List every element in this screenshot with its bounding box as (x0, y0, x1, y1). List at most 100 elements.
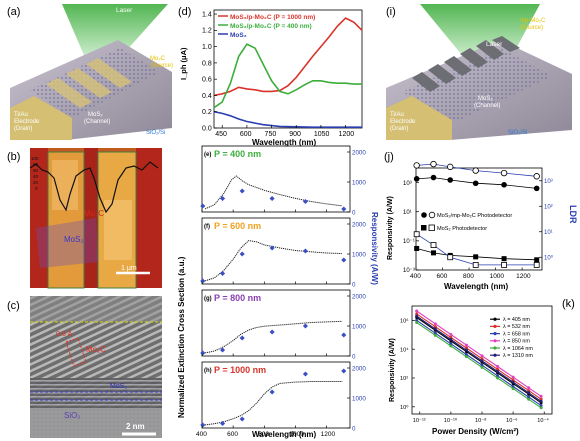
data-point (534, 257, 540, 263)
mos2-region (36, 218, 98, 268)
legend-marker (493, 324, 497, 328)
responsivity-point (239, 335, 245, 341)
profile-tick: 20 (33, 180, 39, 185)
stacked-spectra: (e) P = 400 nm 0 1000 2000 (f) P = 600 nm 0 1000… (196, 145, 366, 438)
legend-label: MoS₂ (230, 32, 247, 39)
data-point (533, 173, 540, 180)
chart-j-ylabel-right: LDR (568, 205, 578, 224)
subpanel-title: P = 400 nm (214, 149, 261, 159)
legend-marker (493, 339, 497, 343)
spacing-label: 0.8 Å (56, 329, 73, 338)
responsivity-point (269, 389, 275, 395)
x-tick-label: 400 (196, 431, 207, 438)
chart-j-plot (413, 160, 540, 268)
chart-j-legend: MoS₂/mp-Mo₂C Photodetector MoS₂ Photodet… (421, 211, 512, 232)
x-tick-label: 750 (265, 131, 277, 138)
legend-marker (493, 317, 497, 321)
data-point (480, 365, 484, 369)
data-point (413, 176, 420, 182)
chart-k-ylabel: Responsivity (A/W) (389, 338, 396, 402)
chart-d-xlabel: Wavelength (nm) (252, 138, 316, 147)
data-point (449, 332, 453, 336)
data-point (414, 245, 420, 251)
y-tick-label: 1.0 (202, 44, 212, 51)
mos2-label-c: MoS₂ (110, 383, 127, 390)
source-label-2: (Source) (150, 63, 173, 69)
x-tick-label: 600 (227, 431, 238, 438)
right-tick-label: 1000 (352, 323, 366, 330)
data-point (472, 262, 479, 268)
data-point (533, 262, 540, 268)
responsivity-point (341, 257, 347, 263)
panels-e-h: (e) P = 400 nm 0 1000 2000 (f) P = 600 nm 0 1000… (177, 145, 379, 439)
sio2-label-c: SiO₂ (64, 411, 80, 420)
responsivity-point (239, 251, 245, 257)
subpanel-frame (201, 289, 351, 357)
data-point (449, 344, 453, 348)
height-profile (29, 161, 159, 214)
series-line-1 (213, 43, 362, 109)
right-tick-label: 0 (352, 425, 356, 432)
stack-ylabel-right: Responsivity (A/W) (370, 212, 379, 285)
data-point (433, 331, 437, 335)
scalebar-b-label: 1 μm (121, 265, 137, 272)
right-tick-label: 1000 (352, 179, 366, 186)
panel-k-label: (k) (562, 298, 575, 310)
data-point (533, 185, 540, 192)
panel-j-label: (j) (384, 151, 394, 163)
x-tick-label: 1200 (321, 431, 336, 438)
extinction-curve (205, 381, 343, 426)
profile-tick: 60 (33, 168, 39, 173)
data-point (496, 364, 500, 368)
right-tick-label: 2000 (352, 149, 366, 156)
panel-j: (j) 400 600 800 1000 1200 10³ 10¹ 10⁻¹ 10⁻³ 10³ 10… (384, 151, 578, 291)
x-tick-label: 10⁻⁶ (506, 417, 517, 424)
legend-marker (493, 332, 497, 336)
y-tick-label: 1.2 (202, 28, 212, 35)
drain-label-i-2: Electrode (390, 119, 416, 125)
right-tick-label: 0 (352, 209, 356, 216)
x-tick-label: 800 (258, 431, 269, 438)
data-point (449, 338, 453, 342)
chart-j-ticks: 400 600 800 1000 1200 10³ 10¹ 10⁻¹ 10⁻³ 10³ 10² 10¹… (403, 179, 554, 280)
right-tick-label: 2000 (352, 221, 366, 228)
data-point (464, 355, 468, 359)
y-tick-label: 0.8 (202, 60, 212, 67)
y-tick-label: 0.2 (202, 109, 212, 116)
right-tick-label: 10⁰ (544, 254, 554, 261)
data-point (449, 335, 453, 339)
data-point (539, 394, 543, 398)
data-point (511, 378, 515, 382)
data-point (527, 386, 531, 390)
channel-label-i-1: MoS₂ (478, 96, 493, 102)
y-tick-label: 10³ (403, 181, 412, 187)
scalebar-c-label: 2 nm (126, 422, 145, 431)
responsivity-point (269, 329, 275, 335)
series-line-3 (416, 233, 537, 266)
data-point (464, 352, 468, 356)
responsivity-point (302, 371, 308, 377)
spacing-box (65, 337, 87, 367)
subpanel-label: (g) (204, 296, 212, 302)
responsivity-point (239, 416, 245, 422)
mos2-label: MoS₂ (64, 235, 84, 244)
subpanel-title: P = 1000 nm (214, 365, 266, 375)
responsivity-point (341, 368, 347, 374)
legend-label: λ = 405 nm (503, 317, 530, 323)
x-tick-label: 10⁻⁸ (475, 417, 487, 424)
legend-marker-filled-circle (421, 212, 427, 218)
data-point (496, 374, 500, 378)
responsivity-point (220, 420, 226, 427)
panel-d-label: (d) (178, 6, 191, 18)
y-tick-label: 0.6 (202, 77, 212, 84)
substrate-label: SiO₂/Si (146, 130, 165, 136)
legend-marker-open-circle (428, 211, 436, 219)
chart-j-xlabel: Wavelength (nm) (444, 282, 508, 291)
panel-c: (c) 0.8 Å Mo₂C MoS₂ SiO₂ 2 nm (7, 296, 162, 438)
responsivity-point (200, 422, 206, 428)
responsivity-point (302, 248, 308, 254)
subpanel-title: P = 800 nm (214, 293, 261, 303)
data-point (464, 348, 468, 352)
legend-label: MoS₂ Photodetector (437, 226, 487, 232)
subpanel-title: P = 600 nm (214, 221, 261, 231)
